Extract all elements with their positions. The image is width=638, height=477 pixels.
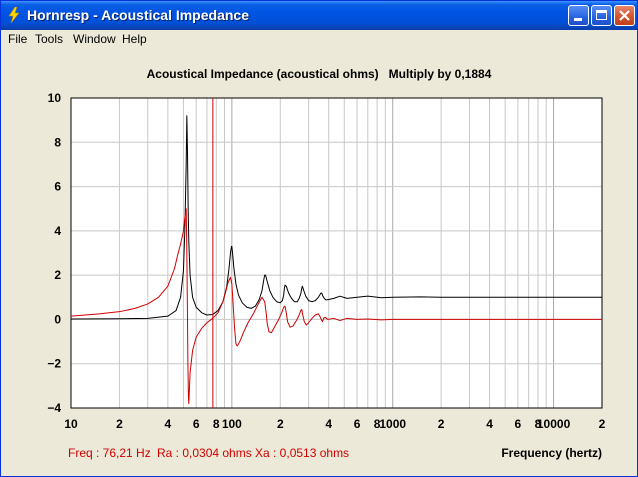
maximize-button[interactable] — [591, 5, 612, 26]
x-tick-label: 8 — [535, 417, 542, 431]
x-tick-label: 6 — [515, 417, 522, 431]
series-line-ra — [70, 115, 602, 320]
y-tick-label: 2 — [54, 268, 61, 282]
series-line-xa — [70, 208, 602, 405]
x-tick-label: 8 — [213, 417, 220, 431]
close-icon — [619, 10, 630, 21]
y-tick-label: −2 — [47, 357, 61, 371]
title-bar[interactable]: Hornresp - Acoustical Impedance — [1, 1, 637, 30]
x-tick-label: 2 — [438, 417, 445, 431]
x-tick-label: 100 — [222, 417, 242, 431]
plot-border — [70, 97, 603, 409]
freq-readout: Freq : 76,21 Hz — [68, 446, 151, 460]
minimize-icon — [574, 18, 582, 21]
y-tick-label: 4 — [54, 224, 61, 238]
x-tick-label: 8 — [374, 417, 381, 431]
x-tick-label: 4 — [325, 417, 332, 431]
x-tick-label: 1000 — [379, 417, 406, 431]
lightning-bolt-icon — [8, 7, 20, 23]
plot-background — [71, 98, 602, 408]
x-tick-label: 2 — [599, 417, 606, 431]
ra-readout: Ra : 0,0304 ohms — [157, 446, 252, 460]
x-tick-label: 2 — [277, 417, 284, 431]
menu-file[interactable]: File — [8, 32, 28, 46]
y-tick-label: 0 — [54, 312, 61, 326]
x-tick-label: 10000 — [537, 417, 571, 431]
menu-tools[interactable]: Tools — [35, 32, 64, 46]
x-tick-label: 2 — [116, 417, 123, 431]
x-tick-label: 4 — [165, 417, 172, 431]
menu-help[interactable]: Help — [122, 32, 147, 46]
menu-window[interactable]: Window — [73, 32, 116, 46]
x-tick-label: 10 — [64, 417, 78, 431]
y-tick-label: 10 — [48, 91, 62, 105]
x-tick-label: 4 — [486, 417, 493, 431]
x-axis-label: Frequency (hertz) — [501, 446, 602, 460]
chart-title: Acoustical Impedance (acoustical ohms) M… — [146, 67, 492, 81]
x-tick-label: 6 — [354, 417, 361, 431]
y-tick-label: 8 — [54, 135, 61, 149]
window-title: Hornresp - Acoustical Impedance — [27, 7, 249, 23]
y-tick-label: −4 — [47, 401, 61, 415]
y-tick-label: 6 — [54, 180, 61, 194]
xa-readout: Xa : 0,0513 ohms — [255, 446, 350, 460]
menu-bar: File Tools Window Help — [1, 30, 637, 48]
maximize-icon — [596, 10, 607, 20]
minimize-button[interactable] — [568, 5, 589, 26]
x-tick-label: 6 — [193, 417, 200, 431]
plot-area: Acoustical Impedance (acoustical ohms) M… — [1, 48, 637, 476]
close-button[interactable] — [614, 5, 635, 26]
